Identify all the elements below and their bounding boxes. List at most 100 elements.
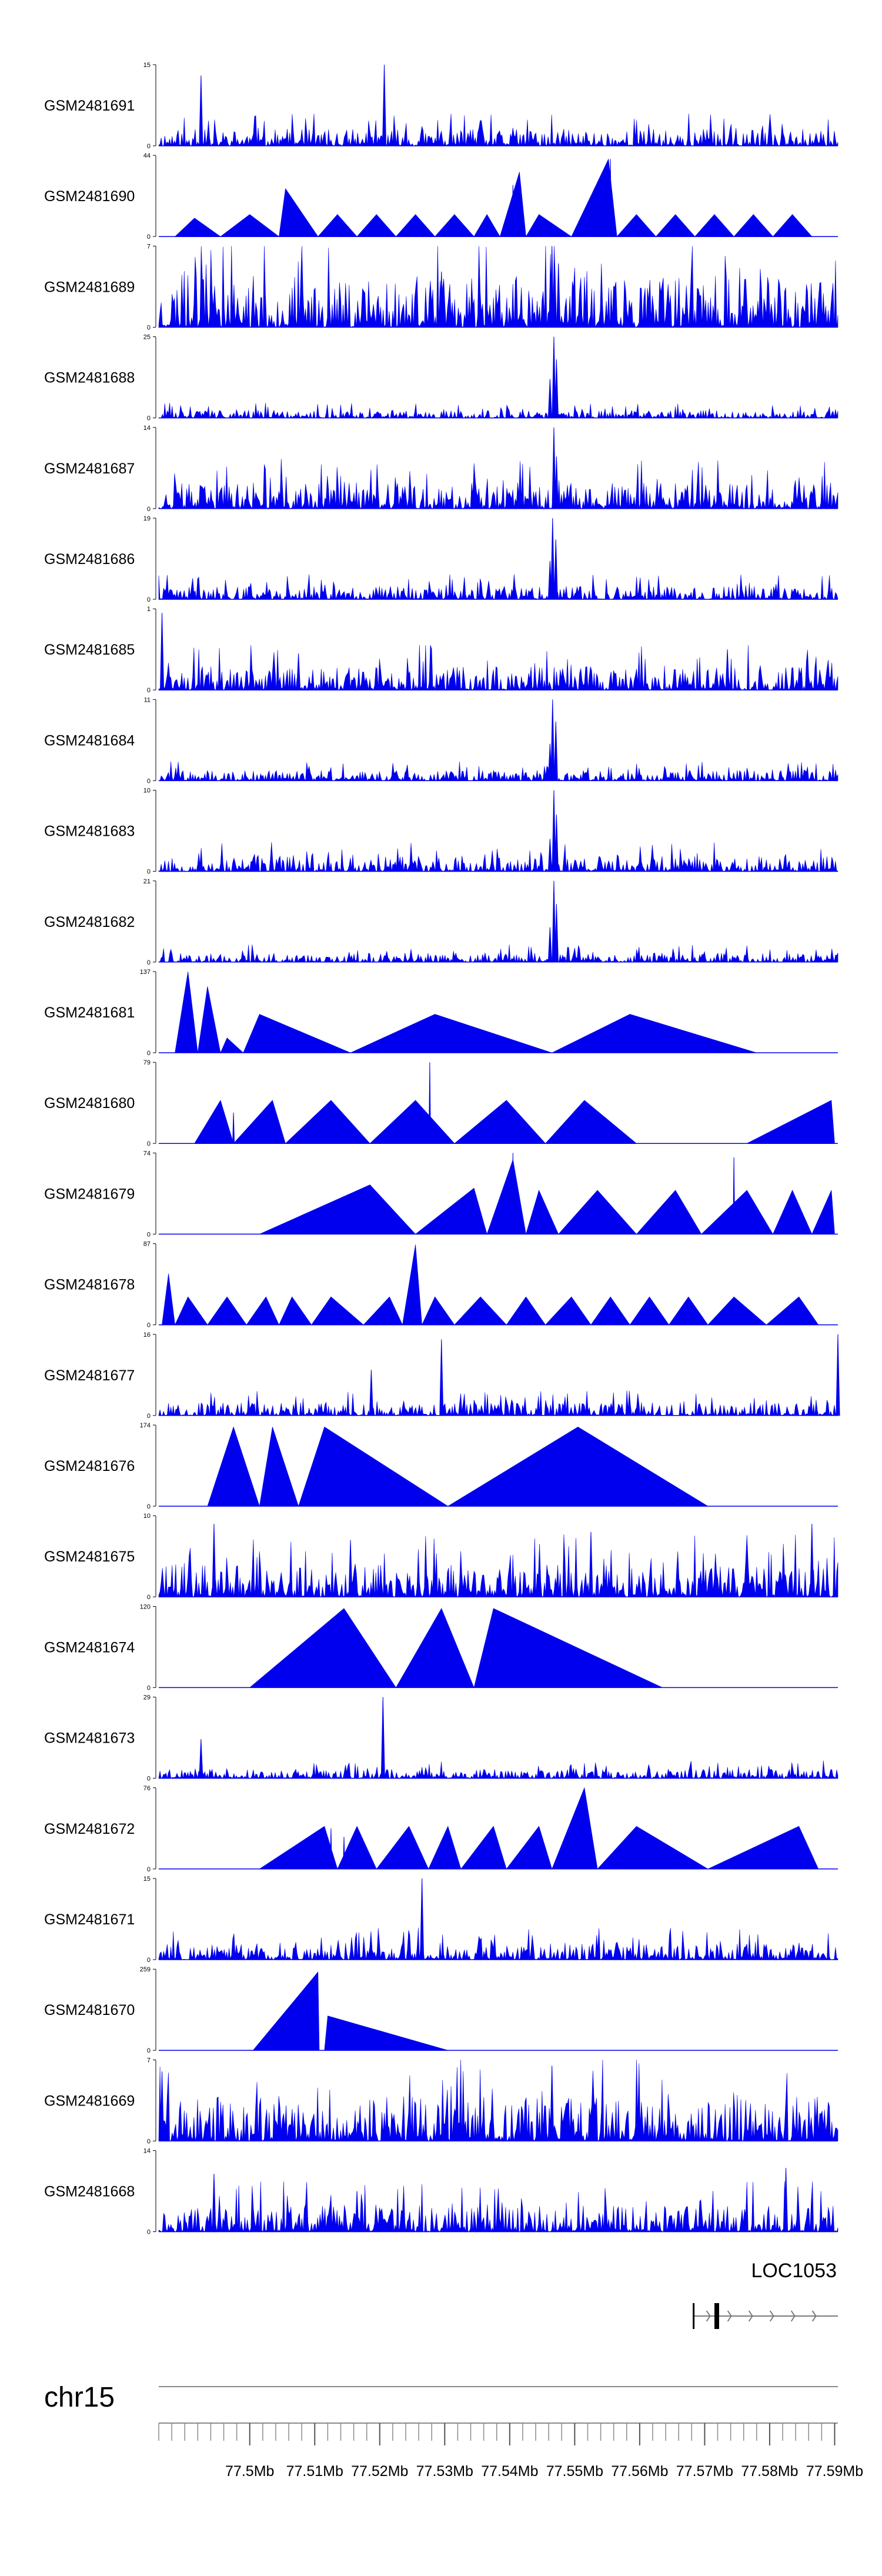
gene-track: LOC1053 — [693, 2260, 838, 2329]
y-max-label: 79 — [143, 1059, 151, 1066]
track-label: GSM2481671 — [44, 1911, 135, 1928]
y-min-label: 0 — [147, 1503, 151, 1510]
x-tick-label: 77.52Mb — [351, 2463, 408, 2480]
y-max-label: 14 — [143, 2148, 151, 2155]
track-gsm2481676: GSM2481676 174 0 — [44, 1422, 838, 1510]
x-tick-label: 77.53Mb — [416, 2463, 473, 2480]
track-label: GSM2481669 — [44, 2093, 135, 2109]
signal-area — [259, 1159, 835, 1235]
track-gsm2481674: GSM2481674 120 0 — [44, 1603, 838, 1691]
signal-area — [175, 971, 757, 1053]
y-max-label: 16 — [143, 1332, 151, 1339]
track-gsm2481678: GSM2481678 87 0 — [44, 1241, 838, 1329]
signal-peak — [550, 2066, 554, 2141]
track-label: GSM2481689 — [44, 279, 135, 295]
track-label: GSM2481668 — [44, 2184, 135, 2200]
y-min-label: 0 — [147, 143, 151, 150]
signal-area — [252, 1971, 448, 2051]
chromosome-label: chr15 — [44, 2382, 115, 2413]
signal-area — [158, 1390, 838, 1416]
y-min-label: 0 — [147, 1413, 151, 1420]
x-tick-label: 77.5Mb — [225, 2463, 274, 2480]
signal-area — [158, 1927, 838, 1961]
signal-peak — [428, 1062, 431, 1144]
y-min-label: 0 — [147, 2229, 151, 2236]
signal-peak — [348, 1540, 353, 1597]
signal-peak — [553, 539, 558, 600]
y-max-label: 19 — [143, 515, 151, 522]
y-min-label: 0 — [147, 1050, 151, 1057]
signal-peak — [199, 75, 203, 146]
track-gsm2481672: GSM2481672 76 0 — [44, 1785, 838, 1873]
track-label: GSM2481682 — [44, 914, 135, 930]
signal-area — [158, 114, 838, 147]
track-gsm2481680: GSM2481680 79 0 — [44, 1059, 838, 1147]
signal-peak — [810, 1523, 814, 1597]
y-max-label: 120 — [140, 1603, 151, 1610]
track-label: GSM2481683 — [44, 823, 135, 840]
track-label: GSM2481676 — [44, 1458, 135, 1474]
track-gsm2481679: GSM2481679 74 0 — [44, 1150, 838, 1238]
y-min-label: 0 — [147, 1776, 151, 1783]
genome-axis: chr15 77.5Mb 77.51Mb 77.52Mb 77.53Mb 77.54Mb 7… — [44, 2382, 863, 2480]
signal-peak — [725, 649, 730, 690]
y-max-label: 21 — [143, 878, 151, 885]
signal-area — [158, 459, 838, 509]
track-gsm2481686: GSM2481686 19 0 — [44, 515, 838, 603]
gene-strand-arrow — [748, 2310, 753, 2322]
signal-peak — [232, 1112, 235, 1144]
signal-peak — [439, 1339, 444, 1416]
y-max-label: 1 — [147, 606, 151, 613]
signal-peak — [380, 1697, 385, 1779]
signal-area — [249, 1608, 663, 1689]
y-min-label: 0 — [147, 2138, 151, 2145]
y-max-label: 44 — [143, 152, 151, 159]
signal-peak — [733, 1157, 736, 1234]
signal-area — [158, 945, 838, 963]
gene-exon — [714, 2303, 719, 2329]
track-gsm2481691: GSM2481691 15 0 — [44, 62, 838, 150]
x-tick-label: 77.57Mb — [676, 2463, 733, 2480]
track-gsm2481668: GSM2481668 14 0 — [44, 2148, 838, 2236]
y-max-label: 15 — [143, 62, 151, 69]
signal-area — [158, 403, 838, 419]
track-gsm2481681: GSM2481681 137 0 — [44, 969, 838, 1057]
y-min-label: 0 — [147, 596, 151, 603]
signal-peak — [589, 1531, 593, 1597]
y-max-label: 7 — [147, 243, 151, 250]
signal-peak — [369, 1370, 373, 1416]
track-label: GSM2481686 — [44, 551, 135, 568]
signal-area — [194, 1100, 835, 1144]
track-gsm2481688: GSM2481688 25 0 — [44, 334, 838, 422]
track-label: GSM2481681 — [44, 1005, 135, 1021]
track-gsm2481685: GSM2481685 1 0 — [44, 606, 838, 694]
signal-peak — [547, 839, 552, 872]
y-min-label: 0 — [147, 687, 151, 694]
x-tick-label: 77.51Mb — [286, 2463, 343, 2480]
gene-strand-arrow — [706, 2310, 711, 2322]
signal-peak — [420, 1878, 425, 1960]
track-label: GSM2481685 — [44, 642, 135, 658]
signal-peak — [212, 2173, 216, 2233]
track-gsm2481671: GSM2481671 15 0 — [44, 1876, 838, 1964]
track-gsm2481675: GSM2481675 10 0 — [44, 1513, 838, 1601]
y-min-label: 0 — [147, 415, 151, 422]
signal-peak — [212, 1523, 216, 1597]
signal-area — [158, 1760, 838, 1779]
track-gsm2481673: GSM2481673 29 0 — [44, 1694, 838, 1783]
y-max-label: 174 — [140, 1422, 151, 1429]
track-gsm2481687: GSM2481687 14 0 — [44, 425, 838, 513]
signal-peak — [547, 927, 552, 963]
gene-label: LOC1053 — [751, 2260, 837, 2282]
y-min-label: 0 — [147, 1684, 151, 1691]
track-gsm2481682: GSM2481682 21 0 — [44, 878, 838, 966]
track-label: GSM2481674 — [44, 1639, 135, 1656]
signal-peak — [547, 379, 552, 419]
signal-area — [158, 761, 838, 782]
track-gsm2481677: GSM2481677 16 0 — [44, 1332, 840, 1420]
track-gsm2481670: GSM2481670 259 0 — [44, 1966, 838, 2054]
track-label: GSM2481679 — [44, 1186, 135, 1202]
signal-peak — [355, 2191, 359, 2233]
track-label: GSM2481673 — [44, 1730, 135, 1747]
